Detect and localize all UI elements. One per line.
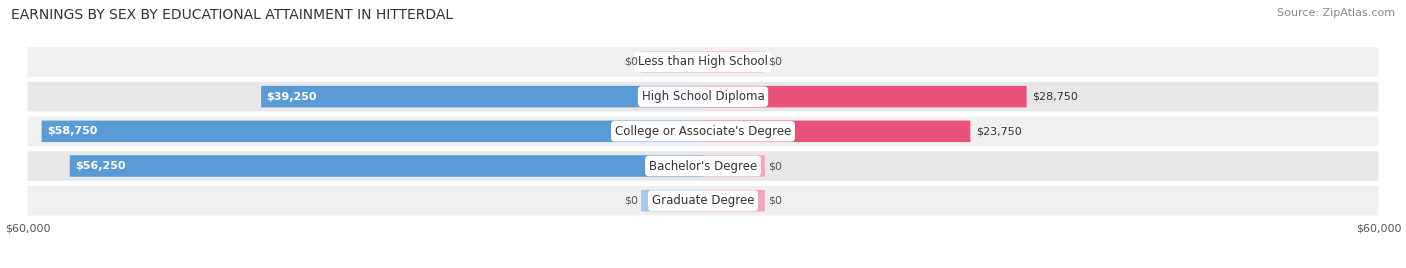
FancyBboxPatch shape xyxy=(703,86,1026,107)
Text: Bachelor's Degree: Bachelor's Degree xyxy=(650,159,756,173)
FancyBboxPatch shape xyxy=(28,151,1378,181)
FancyBboxPatch shape xyxy=(70,155,703,177)
Text: $0: $0 xyxy=(624,196,638,206)
FancyBboxPatch shape xyxy=(641,190,703,211)
Text: Source: ZipAtlas.com: Source: ZipAtlas.com xyxy=(1277,8,1395,18)
FancyBboxPatch shape xyxy=(28,82,1378,111)
FancyBboxPatch shape xyxy=(28,47,1378,77)
Text: Less than High School: Less than High School xyxy=(638,55,768,68)
FancyBboxPatch shape xyxy=(703,121,970,142)
Text: $23,750: $23,750 xyxy=(976,126,1022,136)
FancyBboxPatch shape xyxy=(42,121,703,142)
FancyBboxPatch shape xyxy=(703,190,765,211)
Text: $56,250: $56,250 xyxy=(75,161,125,171)
FancyBboxPatch shape xyxy=(28,117,1378,146)
Text: $28,750: $28,750 xyxy=(1032,92,1078,102)
Text: College or Associate's Degree: College or Associate's Degree xyxy=(614,125,792,138)
FancyBboxPatch shape xyxy=(703,155,765,177)
FancyBboxPatch shape xyxy=(641,51,703,73)
Text: High School Diploma: High School Diploma xyxy=(641,90,765,103)
Text: $0: $0 xyxy=(768,57,782,67)
FancyBboxPatch shape xyxy=(262,86,703,107)
FancyBboxPatch shape xyxy=(28,186,1378,215)
Text: EARNINGS BY SEX BY EDUCATIONAL ATTAINMENT IN HITTERDAL: EARNINGS BY SEX BY EDUCATIONAL ATTAINMEN… xyxy=(11,8,453,22)
Text: $0: $0 xyxy=(624,57,638,67)
Text: $0: $0 xyxy=(768,161,782,171)
Text: $0: $0 xyxy=(768,196,782,206)
Text: $39,250: $39,250 xyxy=(267,92,318,102)
FancyBboxPatch shape xyxy=(703,51,765,73)
Text: Graduate Degree: Graduate Degree xyxy=(652,194,754,207)
Text: $58,750: $58,750 xyxy=(46,126,97,136)
